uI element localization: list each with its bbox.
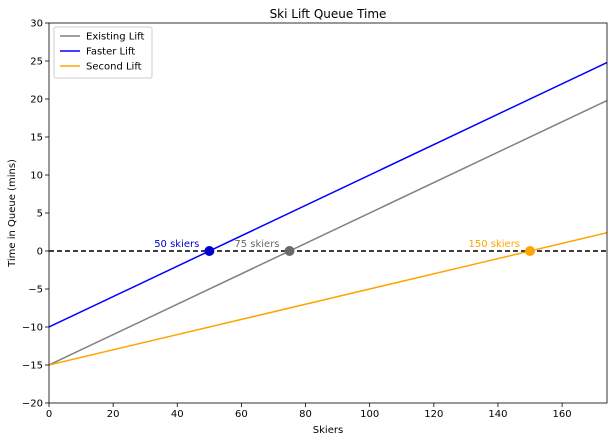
legend-label-existing-lift: Existing Lift	[86, 32, 144, 43]
y-tick-label--10: −10	[22, 323, 43, 334]
annotation-150-skiers: 150 skiers	[469, 239, 521, 250]
y-tick-label-30: 30	[30, 19, 43, 30]
x-tick-label-80: 80	[299, 409, 312, 420]
plot-content	[49, 61, 607, 366]
x-tick-label-40: 40	[171, 409, 184, 420]
legend: Existing Lift Faster Lift Second Lift	[53, 26, 153, 79]
y-tick-label-25: 25	[30, 57, 43, 68]
y-tick-label--5: −5	[28, 285, 43, 296]
annotation-75-skiers: 75 skiers	[234, 239, 279, 250]
x-tick-label-100: 100	[360, 409, 379, 420]
series-line-second-lift	[49, 232, 607, 366]
x-tick-label-160: 160	[553, 409, 572, 420]
x-axis-label: Skiers	[313, 425, 343, 436]
x-tick-label-20: 20	[107, 409, 120, 420]
marker-point-150	[525, 246, 536, 256]
annotation-50-skiers: 50 skiers	[154, 239, 199, 250]
y-axis-label: Time in Queue (mins)	[7, 159, 18, 268]
y-tick-label-10: 10	[30, 171, 43, 182]
legend-label-faster-lift: Faster Lift	[86, 47, 135, 58]
x-tick-label-0: 0	[46, 409, 52, 420]
series-line-existing-lift	[49, 99, 607, 366]
y-tick-label--15: −15	[22, 361, 43, 372]
y-tick-label-20: 20	[30, 95, 43, 106]
legend-label-second-lift: Second Lift	[86, 62, 142, 73]
marker-point-75	[284, 246, 295, 256]
y-tick-label-0: 0	[37, 247, 43, 258]
x-tick-label-120: 120	[424, 409, 443, 420]
series-line-faster-lift	[49, 61, 607, 328]
x-tick-label-60: 60	[235, 409, 248, 420]
axes: 0 20 40 60 80 100 120 140 160 −20 −15 −10 −5 0 5 10 15 20…	[22, 19, 608, 420]
plot-area: 50 skiers 75 skiers 150 skiers	[49, 61, 607, 366]
y-tick-label-15: 15	[30, 133, 43, 144]
y-tick-label--20: −20	[22, 399, 43, 410]
x-tick-label-140: 140	[488, 409, 507, 420]
chart-title: Ski Lift Queue Time	[270, 7, 387, 21]
y-tick-label-5: 5	[37, 209, 43, 220]
marker-point-50	[204, 246, 215, 256]
